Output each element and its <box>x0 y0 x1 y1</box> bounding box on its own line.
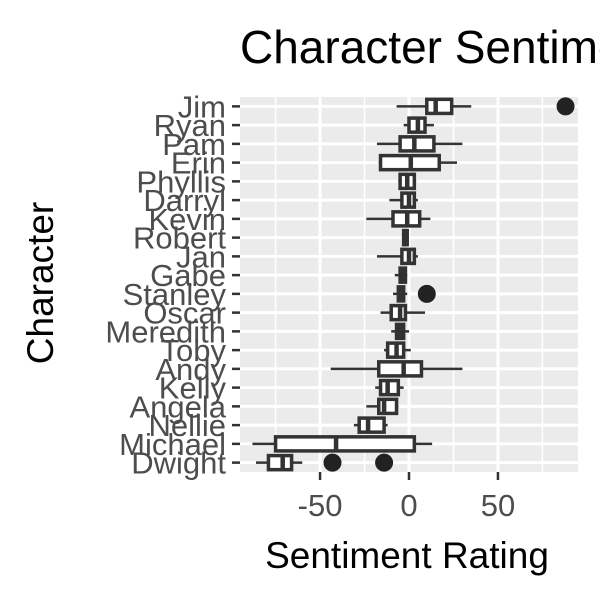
box-jim <box>396 97 575 116</box>
x-tick-label: 0 <box>400 488 417 523</box>
y-tick-label: Kevin <box>148 202 226 237</box>
y-tick-label: Dwight <box>131 446 226 481</box>
box-jan <box>376 247 418 266</box>
outlier-point <box>323 453 342 472</box>
y-tick-label: Phyllis <box>136 164 226 199</box>
outlier-point <box>556 97 575 116</box>
box-michael <box>252 435 433 453</box>
box-meredith <box>391 322 409 341</box>
box-pam <box>376 135 463 153</box>
box-kelly <box>375 378 404 397</box>
y-tick-label: Jim <box>178 89 226 124</box>
y-tick-label: Andy <box>155 352 226 387</box>
y-tick-label: Kelly <box>159 371 227 406</box>
box-erin <box>378 153 458 172</box>
y-tick-label: Nellie <box>148 408 226 443</box>
x-tick-label: 50 <box>481 488 515 523</box>
box-dwight <box>256 453 394 472</box>
box-ryan <box>403 116 434 134</box>
y-tick-label: Pam <box>162 127 226 162</box>
y-tick-label: Toby <box>161 333 227 368</box>
x-tick-label: -50 <box>298 488 343 523</box>
box-robert <box>401 228 409 247</box>
y-tick-label: Angela <box>129 389 226 424</box>
y-tick-label: Jan <box>176 239 226 274</box>
y-tick-label: Ryan <box>154 108 226 143</box>
y-tick-label: Stanley <box>123 277 227 312</box>
box-nellie <box>353 416 388 434</box>
box-iqr <box>273 435 417 453</box>
box-toby <box>384 341 411 359</box>
box-angela <box>366 397 399 416</box>
box-oscar <box>380 303 426 322</box>
plot-panel <box>240 97 578 472</box>
y-tick-label: Michael <box>119 427 226 462</box>
box-andy <box>330 360 463 378</box>
box-phyllis <box>398 172 417 191</box>
box-stanley <box>392 284 436 303</box>
y-axis-title: Character <box>20 202 61 364</box>
chart-title: Character Sentiment <box>240 21 600 73</box>
box-iqr <box>357 416 386 434</box>
x-axis-title: Sentiment Rating <box>265 535 549 576</box>
box-darryl <box>389 191 418 209</box>
y-tick-label: Meredith <box>105 314 226 349</box>
outlier-point <box>417 284 436 303</box>
outlier-point <box>375 453 394 472</box>
box-iqr <box>398 135 436 153</box>
box-gabe <box>394 266 408 284</box>
box-iqr <box>377 397 399 416</box>
box-iqr <box>266 453 294 472</box>
y-tick-label: Oscar <box>143 296 226 331</box>
y-tick-label: Darryl <box>143 183 226 218</box>
box-iqr <box>425 97 454 116</box>
y-tick-label: Robert <box>133 221 226 256</box>
y-tick-label: Erin <box>171 146 226 181</box>
y-tick-label: Gabe <box>150 258 226 293</box>
axes: JimRyanPamErinPhyllisDarrylKevinRobertJa… <box>105 89 515 523</box>
box-iqr <box>377 360 424 378</box>
box-kevin <box>366 210 431 228</box>
